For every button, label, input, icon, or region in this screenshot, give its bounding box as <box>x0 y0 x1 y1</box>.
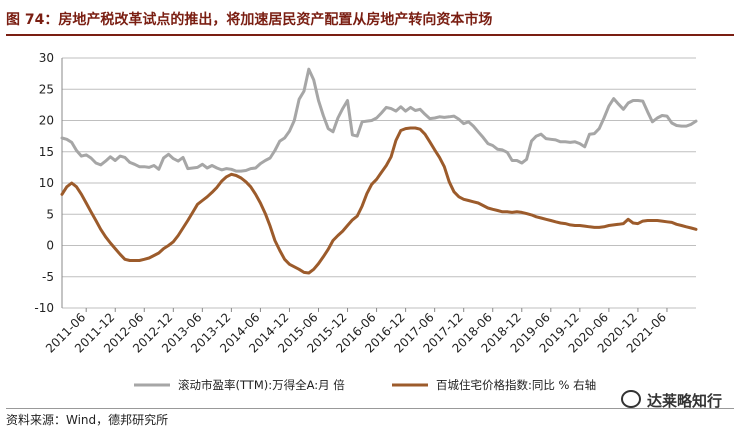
grid-lines <box>61 57 696 309</box>
wechat-icon <box>620 390 641 408</box>
y-tick-label: 10 <box>39 176 54 190</box>
series-line-2 <box>60 126 698 275</box>
y-tick-label: -5 <box>42 270 54 284</box>
legend-label-1: 滚动市盈率(TTM):万得全A:月 倍 <box>178 378 345 392</box>
y-tick-label: 0 <box>46 239 54 253</box>
x-axis-ticks: 2011-062011-122012-062012-122013-062013-… <box>43 308 669 356</box>
y-tick-label: 25 <box>39 82 54 96</box>
y-tick-label: 30 <box>39 51 54 65</box>
y-tick-label: 15 <box>39 145 54 159</box>
legend: 滚动市盈率(TTM):万得全A:月 倍 百城住宅价格指数:同比 % 右轴 <box>134 378 596 392</box>
y-tick-label: -10 <box>34 301 54 315</box>
line-chart: -10 -5 0 5 10 15 20 25 30 2011-062011-122012-062… <box>34 51 698 392</box>
y-axis-ticks: -10 -5 0 5 10 15 20 25 30 <box>34 51 54 315</box>
watermark-text: 达莱略知行 <box>646 392 722 410</box>
y-tick-label: 20 <box>39 114 54 128</box>
series-lines <box>60 67 698 275</box>
watermark: 达莱略知行 <box>620 390 722 411</box>
source-note: 资料来源：Wind，德邦研究所 <box>6 408 734 431</box>
series-line-1 <box>60 67 698 173</box>
y-tick-label: 5 <box>46 207 54 221</box>
legend-label-2: 百城住宅价格指数:同比 % 右轴 <box>436 378 596 392</box>
figure-title: 图 74：房地产税改革试点的推出，将加速居民资产配置从房地产转向资本市场 <box>6 6 734 36</box>
